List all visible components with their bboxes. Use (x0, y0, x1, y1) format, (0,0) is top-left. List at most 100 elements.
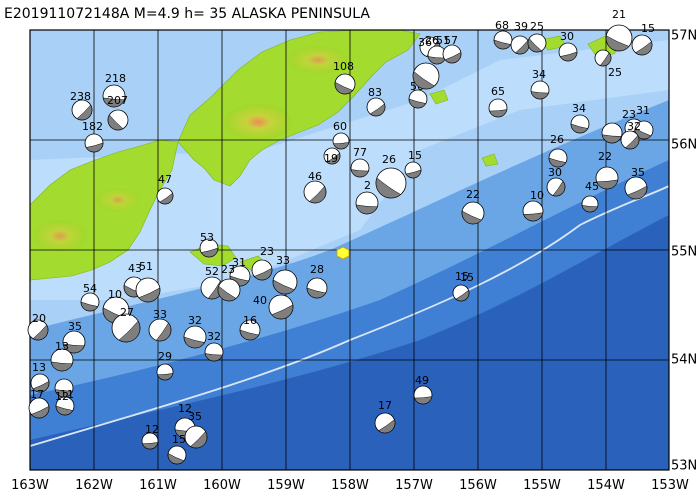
compressional-quadrant (76, 104, 93, 121)
depth-label: 31 (636, 104, 650, 117)
depth-label: 65 (491, 85, 505, 98)
compressional-quadrant (200, 247, 219, 258)
focal-mechanism (102, 84, 126, 108)
focal-mechanism (28, 397, 50, 419)
focal-mechanism (546, 177, 566, 197)
focal-mechanism (141, 432, 159, 450)
focal-mechanism (148, 318, 172, 342)
lon-label: 159W (267, 478, 305, 493)
depth-label: 21 (612, 8, 626, 21)
focal-mechanism (111, 313, 141, 343)
compressional-quadrant (375, 177, 402, 199)
compressional-quadrant (239, 329, 260, 341)
depth-label: 10 (108, 288, 122, 301)
compressional-quadrant (412, 71, 435, 90)
focal-mechanism (323, 147, 341, 165)
compressional-quadrant (159, 192, 174, 205)
depth-label: 15 (408, 149, 422, 162)
depth-label: 29 (158, 350, 172, 363)
depth-label: 30 (548, 166, 562, 179)
focal-mechanism (54, 378, 74, 398)
focal-mechanism (375, 167, 407, 199)
depth-label: 15 (641, 22, 655, 35)
compressional-quadrant (85, 142, 104, 153)
depth-label: 52 (205, 265, 219, 278)
compressional-quadrant (326, 152, 341, 165)
depth-label: 35 (68, 320, 82, 333)
compressional-quadrant (54, 389, 73, 398)
lat-label: 55N (671, 244, 698, 260)
depth-label: 22 (466, 188, 480, 201)
focal-mechanism (624, 176, 648, 200)
focal-mechanism (355, 191, 379, 215)
depth-label: 17 (30, 388, 44, 401)
compressional-quadrant (157, 373, 174, 381)
focal-mechanism (493, 30, 513, 50)
compressional-quadrant (408, 98, 427, 109)
depth-label: 36 (418, 36, 432, 49)
lon-label: 156W (459, 478, 497, 493)
lat-label: 56N (671, 137, 698, 153)
focal-mechanism (605, 24, 633, 52)
focal-mechanism (84, 133, 104, 153)
focal-mechanism (522, 200, 544, 222)
compressional-quadrant (489, 109, 508, 118)
depth-label: 31 (232, 256, 246, 269)
compressional-quadrant (493, 39, 512, 50)
depth-label: 60 (333, 120, 347, 133)
lat-label: 54N (671, 352, 698, 368)
highland-3 (34, 220, 86, 252)
highland-1 (224, 104, 292, 140)
focal-mechanism (239, 319, 261, 341)
compressional-quadrant (102, 97, 125, 108)
depth-label: 108 (333, 60, 354, 73)
focal-mechanism (334, 73, 356, 95)
depth-label: 2 (364, 179, 371, 192)
focal-mechanism (530, 80, 550, 100)
focal-mechanism (594, 49, 612, 67)
depth-label: 10 (530, 189, 544, 202)
focal-mechanism (461, 201, 485, 225)
depth-label: 20 (32, 312, 46, 325)
compressional-quadrant (217, 285, 237, 302)
focal-mechanism (30, 373, 50, 393)
focal-mechanism (558, 42, 578, 62)
compressional-quadrant (50, 361, 73, 372)
compressional-quadrant (333, 142, 350, 150)
compressional-quadrant (190, 431, 208, 449)
depth-label: 35 (188, 410, 202, 423)
compressional-quadrant (32, 381, 50, 393)
depth-label: 27 (120, 306, 134, 319)
focal-mechanism (374, 412, 396, 434)
focal-mechanism (548, 148, 568, 168)
compressional-quadrant (32, 324, 49, 341)
ocean-inner-shelf (30, 40, 669, 300)
focal-mechanism (412, 62, 440, 90)
depth-label: 83 (368, 86, 382, 99)
compressional-quadrant (596, 179, 619, 190)
focal-mechanism (27, 319, 49, 341)
depth-label: 13 (32, 361, 46, 374)
focal-mechanism (80, 292, 100, 312)
depth-label: 15 (460, 271, 474, 284)
focal-mechanism (107, 109, 129, 131)
compressional-quadrant (309, 186, 327, 204)
lat-label: 53N (671, 458, 698, 474)
depth-label: 34 (532, 68, 546, 81)
depth-label: 46 (308, 170, 322, 183)
lon-label: 163W (11, 478, 49, 493)
compressional-quadrant (107, 114, 124, 131)
focal-mechanism (442, 44, 462, 64)
compressional-quadrant (378, 419, 396, 434)
lon-label: 154W (587, 478, 625, 493)
depth-label: 12 (55, 390, 69, 403)
compressional-quadrant (599, 52, 612, 67)
depth-label: 182 (82, 120, 103, 133)
focal-mechanism (350, 158, 370, 178)
depth-label: 207 (107, 94, 128, 107)
depth-label: 23 (221, 263, 235, 276)
land-main (177, 29, 421, 187)
compressional-quadrant (523, 212, 544, 222)
compressional-quadrant (455, 289, 470, 302)
